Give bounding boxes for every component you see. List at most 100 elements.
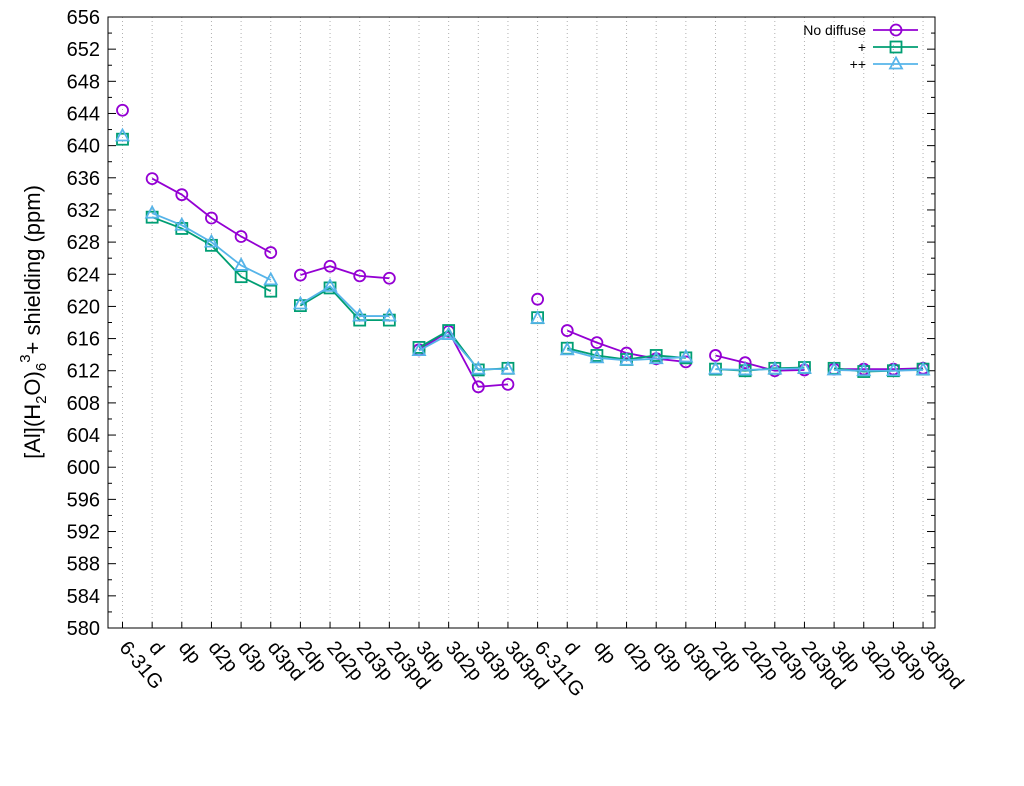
x-tick-label: d3p (648, 637, 686, 677)
y-tick-label: 628 (67, 232, 100, 254)
data-point-circle (738, 356, 752, 370)
series (114, 127, 931, 377)
data-point-circle (323, 259, 337, 273)
data-point-circle (590, 336, 604, 349)
data-point-triangle (678, 348, 694, 363)
data-point-square (234, 270, 248, 284)
series (116, 103, 930, 394)
data-point-square (264, 284, 278, 298)
data-point-circle (145, 172, 159, 185)
x-tick-label: d2p (204, 637, 242, 677)
data-point-square (293, 299, 307, 313)
y-tick-label: 652 (67, 39, 100, 61)
y-axis-label-sup: 3 (17, 354, 34, 362)
data-point-circle (501, 378, 515, 391)
series-lines (114, 103, 931, 394)
data-point-triangle (648, 350, 664, 365)
y-tick-label: 580 (67, 618, 100, 640)
data-point-triangle (559, 341, 575, 356)
y-tick-label: 608 (67, 393, 100, 415)
y-tick-label: 620 (67, 296, 100, 318)
data-point-triangle (915, 361, 931, 376)
y-axis: 580 584 588 592 596 600 604 608 612 616 620 624 628 6… (67, 7, 935, 640)
data-point-circle (531, 292, 544, 306)
data-point-circle (264, 246, 278, 259)
series-line (299, 285, 390, 317)
series-line (715, 367, 805, 371)
legend: No diffuse+++ (803, 22, 918, 72)
data-point-circle (116, 103, 129, 117)
data-point-circle (234, 230, 248, 243)
data-point-triangle (381, 307, 397, 322)
data-point-triangle (796, 359, 812, 374)
y-tick-label: 644 (67, 103, 100, 125)
data-point-triangle (411, 342, 427, 357)
data-point-triangle (500, 360, 516, 375)
y-tick-label: 632 (67, 200, 100, 222)
y-tick-label: 656 (67, 7, 100, 29)
data-point-triangle (263, 271, 279, 286)
data-point-triangle (352, 307, 368, 322)
x-tick-label: d2p (619, 637, 657, 677)
y-axis-label: [Al](H2O)63+ shielding (ppm) (17, 185, 50, 459)
data-point-triangle (826, 361, 842, 376)
legend-label: ++ (850, 56, 866, 72)
legend-marker (889, 23, 903, 37)
data-point-square (442, 324, 456, 337)
series-line (300, 265, 390, 280)
y-tick-label: 640 (67, 136, 100, 158)
y-axis-label-mid: O) (20, 371, 45, 395)
data-point-triangle (856, 362, 872, 377)
data-point-circle (560, 324, 574, 337)
data-point-triangle (144, 204, 160, 219)
y-tick-label: 616 (67, 329, 100, 351)
y-tick-label: 592 (67, 522, 100, 544)
series-line (299, 286, 390, 321)
series-line (151, 216, 272, 292)
data-point-triangle (707, 360, 724, 375)
x-tick-label: d3p (233, 637, 271, 677)
data-point-circle (205, 211, 218, 225)
y-axis-label-sub1: 2 (33, 396, 50, 404)
series-line (418, 333, 508, 371)
data-point-triangle (233, 257, 249, 271)
data-point-circle (353, 269, 367, 283)
legend-marker (889, 40, 903, 54)
data-point-triangle (292, 295, 308, 310)
data-point-circle (620, 346, 633, 360)
data-point-triangle (441, 326, 457, 340)
data-point-circle (293, 268, 307, 282)
data-point-triangle (737, 361, 753, 376)
data-point-triangle (530, 310, 546, 324)
data-point-triangle (885, 362, 901, 377)
data-point-triangle (322, 277, 338, 292)
legend-label: + (858, 39, 866, 55)
data-point-circle (471, 380, 485, 394)
series-line (418, 329, 508, 371)
y-tick-label: 588 (67, 554, 100, 576)
y-tick-label: 600 (67, 457, 100, 479)
data-point-triangle (114, 127, 131, 142)
y-tick-label: 624 (67, 264, 100, 286)
y-tick-label: 612 (67, 361, 100, 383)
data-point-circle (382, 271, 396, 285)
series-line (567, 348, 686, 362)
series-line (834, 369, 924, 372)
series-line (418, 330, 509, 388)
y-axis-label-base: [Al](H (20, 404, 45, 459)
data-point-triangle (470, 360, 486, 375)
series (116, 132, 930, 378)
y-tick-label: 648 (67, 71, 100, 93)
y-tick-label: 604 (67, 425, 100, 447)
data-point-triangle (203, 233, 219, 248)
data-point-square (323, 281, 337, 295)
series-line (151, 177, 272, 254)
data-point-triangle (619, 351, 635, 366)
data-point-triangle (767, 360, 783, 375)
y-tick-label: 636 (67, 168, 100, 190)
legend-marker (888, 55, 904, 70)
data-point-square (649, 349, 663, 362)
data-point-triangle (174, 216, 190, 231)
